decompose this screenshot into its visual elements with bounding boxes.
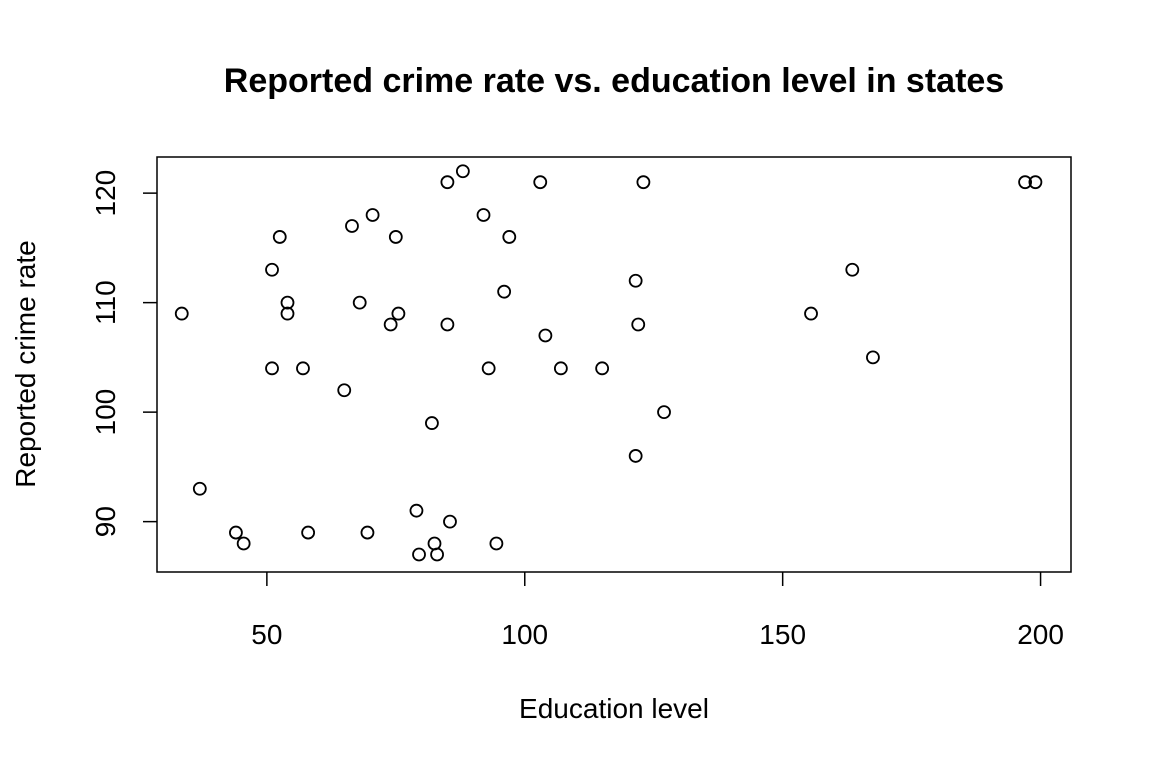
data-point (412, 547, 426, 562)
data-point (388, 230, 403, 244)
data-point (1018, 175, 1032, 190)
data-point (538, 328, 553, 343)
data-point (301, 525, 316, 540)
x-tick-label: 150 (759, 619, 806, 650)
data-point (476, 208, 491, 222)
data-point (533, 175, 548, 190)
data-point (360, 525, 375, 540)
data-point (502, 230, 517, 244)
data-point (804, 306, 818, 321)
data-points (174, 164, 1043, 562)
data-point (352, 295, 367, 310)
data-point (391, 306, 406, 321)
data-point (296, 361, 310, 376)
data-point (631, 317, 646, 332)
data-point (265, 262, 279, 277)
plot-frame (156, 156, 1072, 573)
data-point (272, 230, 287, 244)
y-axis: 90 100 110 120 (90, 170, 157, 537)
data-point (365, 208, 380, 222)
data-point (481, 361, 496, 376)
data-point (280, 295, 295, 310)
data-point (497, 284, 512, 299)
data-point (657, 405, 671, 420)
data-point (236, 536, 251, 551)
y-tick-label: 110 (90, 280, 121, 325)
data-point (430, 547, 444, 562)
x-axis: 50 100 150 200 (251, 572, 1064, 650)
data-point (595, 361, 610, 376)
data-point (440, 175, 455, 190)
data-point (440, 317, 455, 332)
data-point (425, 416, 439, 430)
data-point (866, 350, 880, 365)
data-point (265, 361, 279, 376)
x-tick-label: 200 (1017, 619, 1064, 650)
x-axis-label: Education level (519, 693, 709, 724)
data-point (553, 361, 568, 376)
y-tick-label: 90 (90, 506, 121, 537)
data-point (628, 273, 643, 288)
chart-title: Reported crime rate vs. education level … (224, 62, 1004, 100)
data-point (1028, 175, 1043, 190)
data-point (455, 164, 470, 179)
data-point (845, 262, 860, 277)
data-point (345, 219, 359, 233)
data-point (174, 306, 189, 321)
data-point (443, 514, 457, 529)
y-tick-label: 120 (90, 170, 121, 217)
data-point (409, 503, 424, 518)
x-tick-label: 100 (501, 619, 548, 650)
data-point (383, 317, 398, 332)
y-axis-label: Reported crime rate (10, 240, 41, 487)
data-point (628, 449, 643, 463)
y-tick-label: 100 (90, 389, 121, 436)
data-point (337, 383, 352, 398)
data-point (489, 536, 504, 551)
data-point (229, 525, 243, 540)
x-tick-label: 50 (251, 619, 282, 650)
data-point (192, 481, 207, 496)
data-point (427, 536, 442, 551)
data-point (280, 306, 295, 321)
data-point (636, 175, 651, 190)
